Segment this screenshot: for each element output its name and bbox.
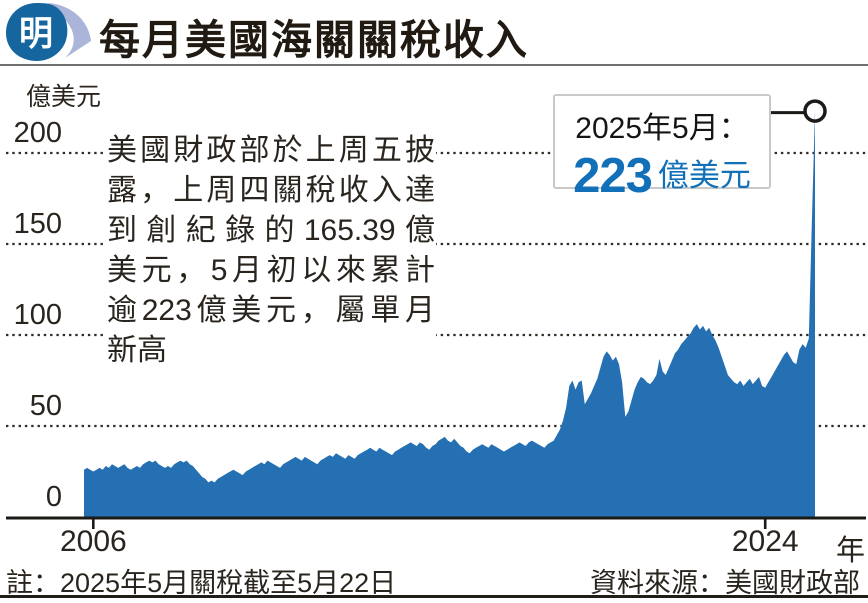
mingpao-logo-icon: 明 [6, 3, 91, 61]
source-credit: 資料來源：美國財政部 [590, 568, 860, 598]
commentary-line: 美國財政部於上周五披 [107, 134, 435, 167]
y-axis-unit-label: 億美元 [26, 83, 102, 111]
commentary-text: 美國財政部於上周五披 露，上周四關稅收入達 到創紀錄的165.39億 美元，5月… [106, 131, 436, 371]
callout-value-row: 223 億美元 [555, 148, 769, 204]
commentary-line: 美元，5月初以來累計 [107, 254, 435, 287]
callout-value: 223 [573, 149, 653, 203]
x-axis-year-suffix: 年 [836, 535, 866, 567]
y-axis-tick-label: 100 [13, 299, 62, 331]
peak-marker-circle [803, 99, 827, 123]
callout-unit: 億美元 [657, 158, 751, 193]
svg-text:明: 明 [19, 14, 53, 54]
x-axis-tick-label: 2024 [731, 525, 799, 558]
y-axis-tick-label: 150 [13, 208, 62, 240]
y-axis-tick-label: 0 [45, 481, 62, 513]
callout-date-label: 2025年5月： [575, 112, 749, 145]
x-axis-tick-label: 2006 [59, 525, 127, 558]
y-axis-tick-label: 200 [13, 117, 62, 149]
y-axis-tick-label: 50 [29, 390, 62, 422]
footnote: 註：2025年5月關稅截至5月22日 [6, 568, 397, 598]
commentary-line: 逾223億美元，屬單月 [107, 294, 435, 327]
bottom-divider [0, 595, 868, 598]
highlight-callout: 2025年5月： 223 億美元 [553, 94, 771, 203]
header-divider [0, 64, 868, 66]
commentary-line: 露，上周四關稅收入達 [107, 174, 435, 207]
page-title: 每月美國海關關稅收入 [99, 17, 529, 63]
area-series [84, 111, 815, 517]
commentary-line: 到創紀錄的165.39億 [107, 214, 435, 247]
commentary-line: 新高 [107, 334, 167, 367]
